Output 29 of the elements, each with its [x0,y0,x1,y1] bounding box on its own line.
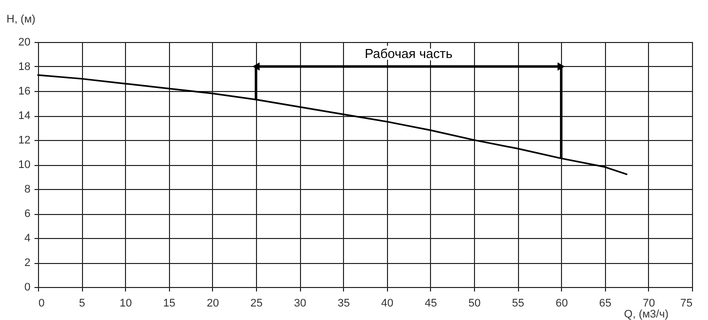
x-tick-label: 0 [38,298,45,310]
x-tick-label: 60 [556,298,568,310]
y-tick-label: 14 [18,110,30,122]
x-tick-label: 35 [338,298,350,310]
x-tick-label: 10 [120,298,132,310]
x-tick-label: 25 [250,298,263,310]
x-tick-label: 5 [79,298,86,310]
y-tick-label: 6 [24,208,30,220]
x-tick-label: 70 [642,298,656,310]
y-tick-label: 10 [18,159,30,171]
y-tick-label: 2 [24,257,30,269]
x-axis-title: Q, (м3/ч) [624,308,668,320]
y-tick-label: 0 [24,282,30,294]
x-tick-label: 65 [599,298,612,310]
y-axis-title: H, (м) [6,14,36,26]
x-tick-label: 30 [294,298,306,310]
y-tick-label: 16 [18,86,30,98]
x-tick-label: 40 [381,298,394,310]
x-tick-label: 55 [512,298,524,310]
y-tick-label: 12 [18,134,30,146]
x-tick-label: 15 [163,298,176,310]
y-tick-label: 8 [24,184,30,196]
y-tick-label: 18 [18,61,30,73]
x-tick-label: 20 [206,298,220,310]
x-tick-label: 45 [424,298,438,310]
y-tick-label: 20 [18,36,30,48]
y-tick-label: 4 [24,232,30,244]
x-tick-label: 50 [468,298,481,310]
x-tick-label: 75 [680,298,692,310]
